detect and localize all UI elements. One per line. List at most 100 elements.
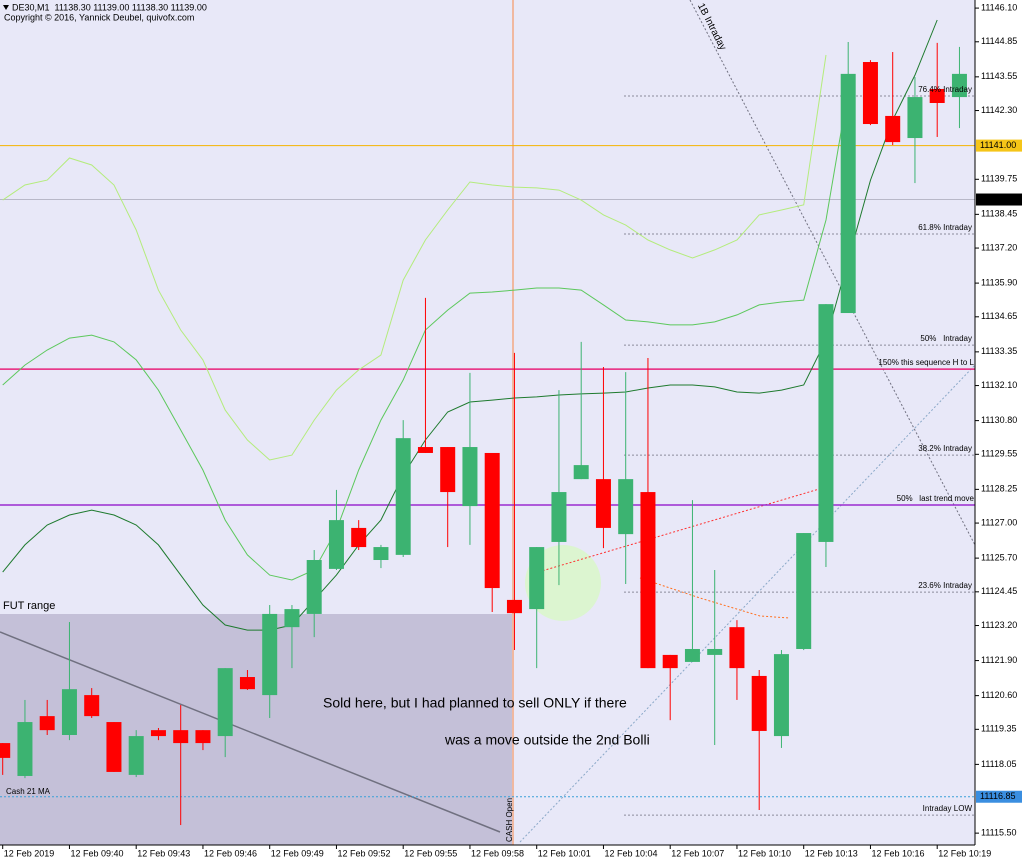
y-tick-label: 11134.65 (981, 311, 1017, 321)
y-tick-label: 11120.60 (981, 690, 1017, 700)
candle-body (907, 97, 923, 139)
level-label: 50% last trend move (897, 494, 975, 503)
sell-line (534, 486, 827, 574)
x-tick-label: 12 Feb 10:13 (805, 848, 858, 858)
y-tick-label: 11115.50 (981, 828, 1017, 838)
candle-body (595, 479, 611, 528)
candle-body (707, 648, 723, 655)
candle-body (373, 547, 389, 561)
candle-body (328, 520, 344, 569)
candle-body (529, 547, 545, 610)
candle-body (462, 447, 478, 507)
y-tick-label: 11139.75 (981, 174, 1017, 184)
y-tick-label: 11138.45 (981, 209, 1017, 219)
menu-triangle (3, 5, 9, 10)
candle-body (217, 668, 233, 737)
y-tick-label: 11142.30 (981, 105, 1017, 115)
candle-body (440, 447, 456, 493)
candle-body (751, 675, 767, 731)
annotation: Sold here, but I had planned to sell ONL… (323, 695, 627, 711)
level-label: 150% this sequence H to L (878, 358, 974, 367)
y-tick-label: 11130.80 (981, 415, 1017, 425)
candle-body (662, 654, 678, 669)
candle-body (262, 613, 278, 696)
x-tick-label: 12 Feb 10:16 (871, 848, 924, 858)
y-tick-label: 11124.45 (981, 586, 1017, 596)
y-tick-label: 11135.90 (981, 277, 1017, 287)
x-tick-label: 12 Feb 09:52 (337, 848, 390, 858)
candle-body (684, 648, 700, 662)
x-tick-label: 12 Feb 09:40 (70, 848, 123, 858)
candle-body (106, 722, 122, 772)
candle-body (640, 492, 656, 669)
candle-body (506, 599, 522, 614)
candle-body (61, 689, 77, 735)
candle-body (885, 115, 901, 143)
x-tick-label: 12 Feb 10:19 (938, 848, 991, 858)
y-tick-label: 11129.55 (981, 449, 1017, 459)
candle-body (39, 716, 55, 731)
exit-line (639, 577, 791, 619)
candle-body (796, 533, 812, 649)
candle-body (395, 438, 411, 555)
cash-open-label: CASH Open (505, 798, 514, 842)
candle-body (173, 730, 189, 744)
x-tick-label: 12 Feb 09:49 (271, 848, 324, 858)
y-tick-label: 11137.20 (981, 242, 1017, 252)
fib-label: 61.8% Intraday (918, 223, 972, 232)
candle-body (150, 730, 166, 737)
price-label-box (976, 139, 1022, 152)
y-tick-label: 11128.25 (981, 484, 1017, 494)
x-tick-label: 12 Feb 09:55 (404, 848, 457, 858)
x-tick-label: 12 Feb 10:10 (738, 848, 791, 858)
price-label: 11139.00 (980, 194, 1016, 204)
y-tick-label: 11123.20 (981, 620, 1017, 630)
candle-body (618, 479, 634, 535)
candle-body (306, 560, 322, 614)
fib-label: 38.2% Intraday (918, 444, 972, 453)
ib-line (689, 0, 976, 546)
fut-range-box (0, 614, 513, 845)
candle-body (862, 62, 878, 125)
fib-label: 50% Intraday (920, 334, 972, 343)
candle-body (128, 736, 144, 775)
x-tick-label: 12 Feb 10:01 (538, 848, 591, 858)
y-tick-label: 11118.05 (981, 759, 1017, 769)
candles (0, 42, 967, 826)
candle-body (818, 304, 834, 542)
band-line (2, 54, 827, 461)
candle-body (484, 452, 500, 589)
candle-body (929, 88, 945, 103)
x-tick-label: 12 Feb 09:43 (137, 848, 190, 858)
fib-label: Intraday LOW (923, 804, 973, 813)
candle-body (773, 654, 789, 737)
x-tick-label: 12 Feb 09:46 (204, 848, 257, 858)
symbol-line: DE30,M1 11138.30 11139.00 11138.30 11139… (12, 2, 207, 12)
price-label: 11116.85 (980, 791, 1016, 801)
candle-body (239, 677, 255, 690)
price-label-box (976, 790, 1022, 803)
fib-label: 23.6% Intraday (918, 581, 972, 590)
candle-body (729, 627, 745, 669)
price-label-box (976, 193, 1022, 206)
candle-body (84, 695, 100, 717)
x-tick-label: 12 Feb 10:04 (604, 848, 657, 858)
y-tick-label: 11133.35 (981, 346, 1017, 356)
candle-body (284, 609, 300, 628)
y-tick-label: 11127.00 (981, 517, 1017, 527)
candle-body (351, 527, 367, 548)
trend-line (0, 631, 501, 833)
candle-body (195, 730, 211, 744)
candle-body (0, 743, 11, 758)
candle-body (17, 722, 33, 776)
y-tick-label: 11144.85 (981, 36, 1017, 46)
candle-body (551, 492, 567, 542)
support-line (519, 364, 976, 843)
candle-body (840, 73, 856, 314)
x-tick-label: 12 Feb 10:07 (671, 848, 724, 858)
y-tick-label: 11125.70 (981, 552, 1017, 562)
y-tick-label: 11143.55 (981, 71, 1017, 81)
fib-label: 76.4% Intraday (918, 85, 972, 94)
candle-body (951, 73, 967, 98)
